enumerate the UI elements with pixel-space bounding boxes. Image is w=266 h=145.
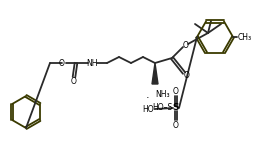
Text: HO–S: HO–S (152, 104, 172, 113)
Text: ·: · (146, 93, 150, 103)
Polygon shape (152, 63, 158, 84)
Text: O: O (183, 40, 189, 49)
Text: S: S (173, 104, 179, 113)
Text: O: O (184, 71, 190, 80)
Text: NH₃: NH₃ (155, 90, 170, 99)
Text: O: O (173, 87, 179, 96)
Text: CH₃: CH₃ (238, 32, 252, 41)
Text: O: O (71, 77, 77, 87)
Text: NH: NH (86, 58, 98, 68)
Text: O: O (173, 120, 179, 129)
Text: HO: HO (142, 105, 154, 114)
Text: O: O (59, 58, 65, 68)
